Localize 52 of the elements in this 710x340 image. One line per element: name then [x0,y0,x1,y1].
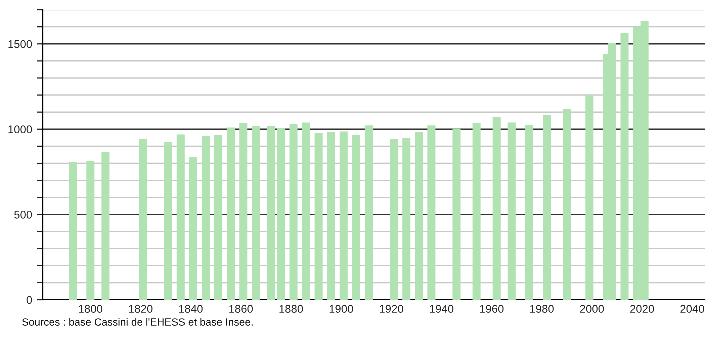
x-tick-label: 1900 [330,305,354,314]
x-tick-label: 1940 [430,305,454,314]
bar [364,126,373,300]
x-tick-label: 2000 [580,305,604,314]
bar [102,152,110,300]
bar [352,135,360,300]
bar [202,136,210,300]
bar [227,128,236,300]
bar [428,126,436,300]
bar [189,158,198,300]
y-tick-label: 500 [14,210,32,219]
x-tick-label: 1820 [129,305,153,314]
bar [492,117,501,300]
bar [267,126,276,300]
bar [508,122,516,300]
bar [290,124,298,300]
bar [164,142,172,300]
x-tick-label: 1860 [230,305,254,314]
bar [314,134,323,300]
x-tick-label: 1840 [179,305,203,314]
x-tick-label: 1880 [280,305,304,314]
bar [390,139,398,300]
bar [563,109,572,300]
x-tick-label: 2040 [680,305,704,314]
x-tick-label: 2020 [630,305,654,314]
bar [415,132,424,300]
bar [69,162,78,300]
y-tick-label: 1000 [8,126,32,134]
x-tick-label: 1980 [530,305,554,314]
bar [214,135,223,300]
bar [176,134,185,300]
bar [525,125,534,300]
x-tick-label: 1800 [79,305,103,314]
bar [586,95,594,300]
bar [327,132,336,300]
bar [472,123,481,300]
bar [277,128,286,300]
x-tick-label: 1920 [380,305,404,314]
source-note: Sources : base Cassini de l'EHESS et base Insee. [22,318,253,326]
bar [240,123,248,300]
bar [302,122,310,300]
y-tick-label: 1500 [8,40,32,48]
bar [340,132,348,300]
y-tick-label: 0 [26,296,32,304]
bar [452,128,461,300]
bar [86,161,95,300]
bar [543,115,552,300]
bar [620,33,629,300]
bar [402,138,411,300]
x-tick-label: 1960 [480,305,504,314]
bar [252,126,260,300]
bar [139,139,148,300]
